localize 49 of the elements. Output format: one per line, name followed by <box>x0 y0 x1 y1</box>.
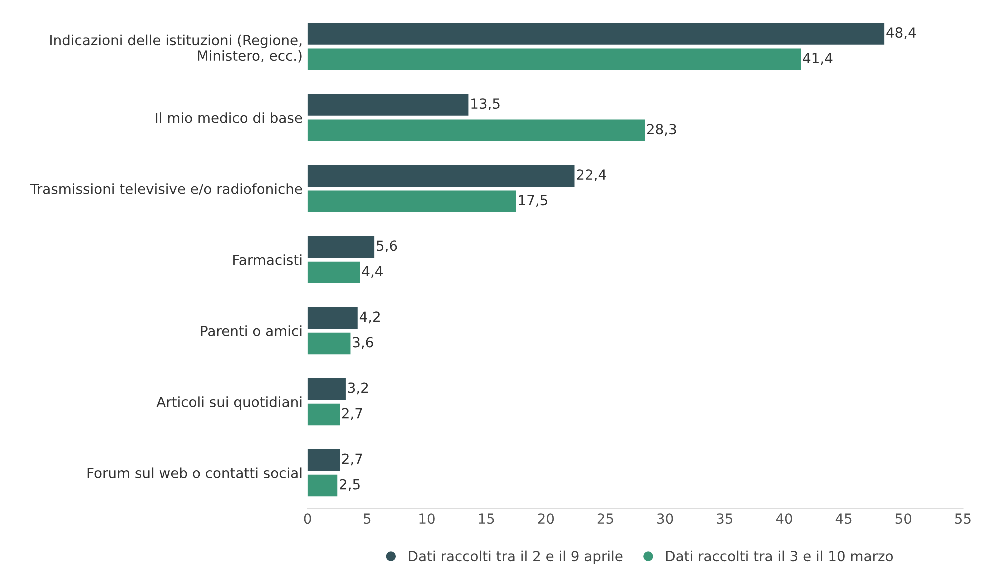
bar <box>308 332 351 355</box>
y-tick-label: Il mio medico di base <box>156 112 302 124</box>
y-tick-label: Farmacisti <box>234 254 302 266</box>
bar <box>308 262 360 284</box>
data-label: 48,4 <box>886 28 916 40</box>
bar <box>308 236 375 258</box>
bar <box>308 474 338 497</box>
x-tick-label: 40 <box>776 514 792 524</box>
data-label: 17,5 <box>519 195 548 208</box>
x-tick-label: 20 <box>538 514 554 524</box>
x-tick-label: 15 <box>479 514 494 524</box>
bar <box>308 307 358 330</box>
x-tick-label: 45 <box>836 514 852 524</box>
x-tick-label: 5 <box>364 514 371 524</box>
x-tick-label: 50 <box>896 514 912 524</box>
legend-label: Dati raccolti tra il 3 e il 10 marzo <box>666 550 894 562</box>
data-label: 5,6 <box>377 240 398 253</box>
bar <box>308 404 340 426</box>
data-label: 28,3 <box>647 124 676 136</box>
bar <box>308 48 802 70</box>
x-tick-label: 0 <box>304 514 312 524</box>
y-tick-label: Articoli sui quotidiani <box>156 396 302 410</box>
x-tick-label: 25 <box>598 514 614 524</box>
data-label: 22,4 <box>577 170 606 182</box>
x-tick-label: 55 <box>955 514 971 524</box>
data-label: 3,2 <box>348 382 368 395</box>
y-tick-label: Parenti o amici <box>201 326 302 336</box>
bar <box>308 23 885 45</box>
bar <box>308 449 340 472</box>
bar <box>308 94 469 116</box>
bar <box>308 378 346 400</box>
y-tick-label: Indicazioni delle istituzioni (Regione, Ministero, ecc.) <box>50 34 302 63</box>
data-label: 4,4 <box>362 266 383 278</box>
data-label: 4,2 <box>360 312 380 324</box>
x-tick-label: 35 <box>717 514 733 524</box>
x-tick-label: 30 <box>658 514 674 524</box>
data-label: 2,7 <box>342 408 362 420</box>
y-tick-label: Trasmissioni televisive e/o radiofoniche <box>30 184 302 196</box>
data-label: 13,5 <box>472 98 500 111</box>
data-label: 2,7 <box>342 454 362 466</box>
y-tick-label: Forum sul web o contatti social <box>88 468 302 478</box>
bar <box>308 190 516 213</box>
data-label: 41,4 <box>803 53 833 66</box>
x-tick-label: 10 <box>420 514 435 524</box>
bar <box>308 120 646 142</box>
bar <box>308 165 575 187</box>
legend-label: Dati raccolti tra il 2 e il 9 aprile <box>409 550 623 564</box>
data-label: 2,5 <box>340 479 360 492</box>
data-label: 3,6 <box>353 337 374 350</box>
